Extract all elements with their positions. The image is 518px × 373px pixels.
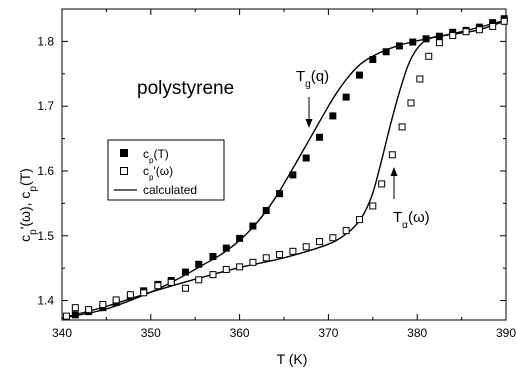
tg-arrow (305, 97, 313, 128)
cp-point (329, 112, 337, 120)
cpw-point (140, 289, 148, 297)
cpw-point (316, 238, 324, 246)
cpw-point (85, 306, 93, 314)
cp-point (222, 244, 230, 252)
legend-marker-cpw (120, 167, 128, 175)
cp-point (302, 154, 310, 162)
cp-point (435, 32, 443, 40)
talpha-arrow (390, 167, 398, 199)
y-tick-label: 1.6 (37, 164, 54, 178)
cp-point (422, 35, 430, 43)
cp-point (395, 42, 403, 50)
y-tick-label: 1.8 (37, 34, 54, 48)
x-tick-label: 380 (407, 326, 427, 340)
cp-point (316, 133, 324, 141)
cpw-point (500, 17, 508, 25)
cp-point (409, 38, 417, 46)
cpw-point (489, 22, 497, 30)
cpw-point (276, 251, 284, 259)
talpha-label: Tα(ω) (393, 209, 430, 231)
cpw-point (449, 32, 457, 40)
cpw-point (262, 254, 270, 262)
cpw-point (99, 300, 107, 308)
x-tick-label: 360 (230, 326, 250, 340)
cp-point (289, 171, 297, 179)
cpw-point (435, 39, 443, 47)
x-tick-label: 370 (318, 326, 338, 340)
legend-label-calculated: calculated (143, 183, 197, 197)
axis-ticks (61, 8, 507, 320)
cpw-point (398, 123, 406, 131)
cpw-point (112, 296, 120, 304)
cpw-point (236, 263, 244, 271)
cp-point (249, 222, 257, 230)
cp-point (236, 234, 244, 242)
y-tick-labels: 1.4 1.5 1.6 1.7 1.8 (37, 34, 54, 307)
cpw-point (62, 312, 70, 320)
cp-point (369, 56, 377, 64)
cpw-point (407, 99, 415, 107)
cpw-point (329, 234, 337, 242)
cpw-point (342, 227, 350, 235)
cpw-point (154, 282, 162, 290)
y-axis-title: cp'(ω), cp(T) (17, 168, 39, 242)
cp-point (209, 253, 217, 261)
cp-point (342, 93, 350, 101)
y-tick-label: 1.5 (37, 229, 54, 243)
legend-label-cpw: cp'(ω) (143, 164, 173, 182)
cp-point (276, 190, 284, 198)
cp-point (382, 48, 390, 56)
cpw-point (195, 276, 203, 284)
cp-point (195, 260, 203, 268)
cp-point (181, 268, 189, 276)
cpw-point (416, 75, 424, 83)
cp-point (355, 71, 363, 79)
material-label: polystyrene (137, 78, 234, 99)
cpw-point (378, 180, 386, 188)
data-points (62, 15, 508, 320)
cpw-point (222, 265, 230, 273)
cp-point (489, 19, 497, 27)
x-tick-label: 340 (52, 326, 72, 340)
legend-label-cp: cp(T) (143, 147, 169, 165)
cpw-point (462, 28, 470, 36)
x-tick-label: 390 (496, 326, 516, 340)
cp-point (71, 311, 79, 319)
x-tick-labels: 340 350 360 370 380 390 (52, 326, 516, 340)
cpw-point (167, 278, 175, 286)
y-tick-label: 1.4 (37, 294, 54, 308)
cpw-point (71, 304, 79, 312)
x-tick-label: 350 (141, 326, 161, 340)
cpw-point (355, 216, 363, 224)
y-tick-label: 1.7 (37, 99, 54, 113)
cpw-point (388, 151, 396, 159)
cp-point (262, 207, 270, 215)
cpw-point (249, 258, 257, 266)
cpw-point (289, 247, 297, 255)
legend-marker-cp (120, 149, 128, 157)
cpw-point (302, 243, 310, 251)
legend: cp(T) cp'(ω) calculated (107, 139, 225, 201)
cpw-point (475, 26, 483, 34)
cpw-point (369, 202, 377, 210)
cpw-point (126, 291, 134, 299)
cpw-point (209, 271, 217, 279)
tg-label: Tg(q) (296, 68, 329, 90)
cpw-point (181, 284, 189, 292)
x-axis-title: T (K) (277, 351, 308, 367)
cpw-point (425, 52, 433, 60)
